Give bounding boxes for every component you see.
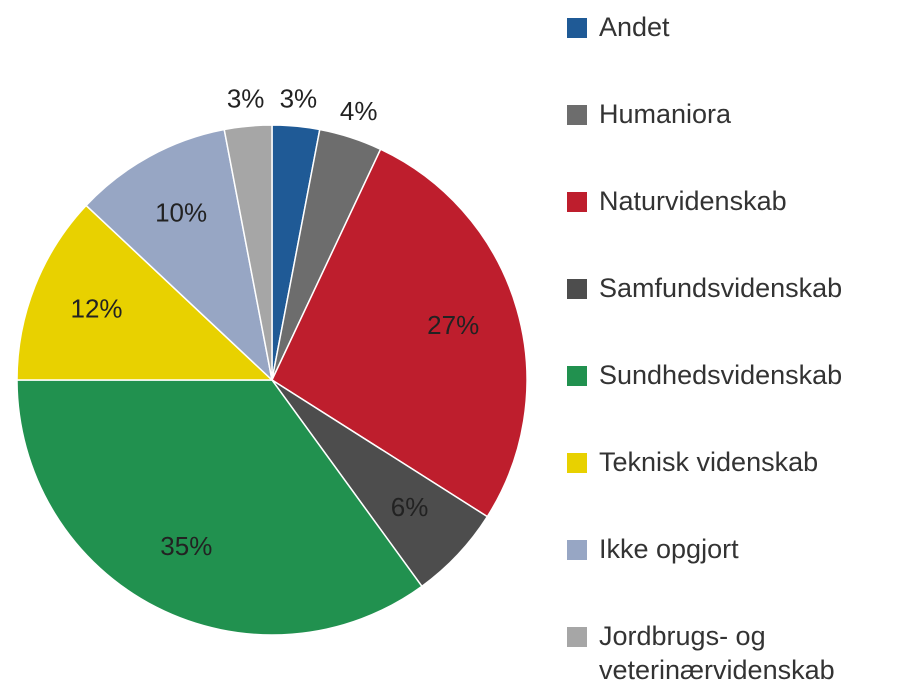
- legend-label: Sundhedsvidenskab: [599, 360, 843, 390]
- legend-swatch: [567, 540, 587, 560]
- pie-slice: [16, 204, 274, 381]
- legend-swatch: [567, 627, 587, 647]
- legend-item: Naturvidenskab: [567, 184, 907, 218]
- data-label: 35%: [160, 531, 212, 561]
- chart: 3% 4% 27% 6% 35% 12% 10% 3%: [16, 84, 528, 636]
- data-label: 27%: [427, 310, 479, 340]
- data-label: 10%: [155, 198, 207, 228]
- legend-swatch: [567, 105, 587, 125]
- pie-slice: [85, 128, 274, 383]
- legend-swatch: [567, 279, 587, 299]
- legend-item: Jordbrugs- og veterinærvidenskab: [567, 619, 907, 687]
- pie-slice: [16, 379, 423, 636]
- legend-label: Jordbrugs- og veterinærvidenskab: [599, 621, 835, 685]
- legend-item: Samfundsvidenskab: [567, 271, 907, 305]
- data-label: 3%: [227, 84, 265, 114]
- legend-label: Ikke opgjort: [599, 534, 739, 564]
- legend-item: Teknisk videnskab: [567, 445, 907, 479]
- legend-label: Samfundsvidenskab: [599, 273, 843, 303]
- legend-swatch: [567, 366, 587, 386]
- pie-slice: [223, 124, 273, 381]
- legend-swatch: [567, 453, 587, 473]
- legend-label: Humaniora: [599, 99, 732, 129]
- legend-label: Naturvidenskab: [599, 186, 787, 216]
- legend-item: Humaniora: [567, 97, 907, 131]
- legend-swatch: [567, 192, 587, 212]
- legend-item: Andet: [567, 10, 907, 44]
- legend-item: Ikke opgjort: [567, 532, 907, 566]
- data-label: 12%: [71, 293, 123, 323]
- legend-label: Andet: [599, 12, 670, 42]
- data-label: 4%: [340, 96, 378, 126]
- legend-swatch: [567, 18, 587, 38]
- pie-slice: [271, 148, 528, 518]
- data-label: 3%: [280, 84, 318, 114]
- legend-label: Teknisk videnskab: [599, 447, 819, 477]
- data-label: 6%: [391, 492, 429, 522]
- legend-item: Sundhedsvidenskab: [567, 358, 907, 392]
